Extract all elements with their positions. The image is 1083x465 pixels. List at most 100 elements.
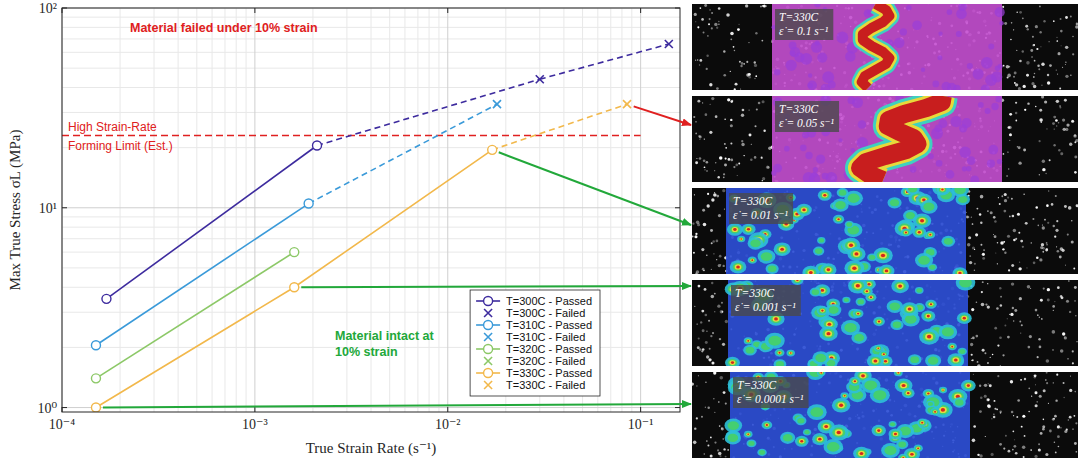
speckle [1036, 256, 1039, 259]
strain-spot [817, 237, 825, 244]
strain-spot [955, 269, 965, 274]
minor-grid-line [62, 17, 680, 18]
speckle [1074, 156, 1077, 159]
speckle [971, 354, 973, 356]
speckle [1025, 222, 1028, 225]
speckle [705, 341, 708, 344]
strain-spot [890, 320, 903, 331]
strain-spot [858, 120, 867, 129]
strain-spot [894, 37, 905, 48]
speckle [966, 215, 969, 218]
speckle [1075, 139, 1078, 142]
strain-spot [948, 343, 957, 351]
speckle [746, 73, 749, 76]
strain-spot [829, 306, 839, 314]
strain-spot [853, 309, 864, 317]
strain-spot [774, 359, 787, 366]
strain-spot [877, 320, 882, 324]
strain-spot [815, 354, 826, 362]
strain-spot [786, 60, 797, 71]
strain-spot [891, 280, 909, 293]
grid-line [62, 207, 680, 208]
strain-spot [875, 319, 883, 325]
speckle [1062, 67, 1063, 68]
strain-spot [916, 216, 928, 225]
speckle [1020, 332, 1021, 333]
speckle [706, 68, 708, 70]
strain-spot [944, 238, 953, 245]
strain-spot [987, 159, 995, 167]
strain-spot [915, 287, 924, 294]
speckle [1012, 215, 1015, 218]
speckle [712, 240, 715, 243]
strain-spot [959, 280, 972, 288]
panel-image [692, 280, 1078, 366]
speckle [1053, 144, 1055, 146]
speckle [699, 139, 700, 140]
strain-spot [807, 80, 817, 90]
speckle [1034, 73, 1035, 74]
speckle [743, 155, 744, 156]
forming-limit-label: High Strain-RateForming Limit (Est.) [68, 120, 173, 153]
strain-field [772, 4, 1002, 90]
strain-spot [903, 230, 910, 235]
speckle [1006, 65, 1010, 69]
strain-spot [822, 329, 834, 338]
strain-spot [812, 351, 829, 365]
speckle [702, 102, 703, 103]
speckle [1019, 320, 1021, 322]
speckle [1038, 338, 1040, 340]
strain-spot [921, 310, 935, 321]
strain-spot [954, 358, 958, 361]
speckle [1046, 248, 1048, 250]
speckle [698, 285, 701, 288]
speckle [996, 307, 999, 310]
strain-spot [765, 333, 785, 349]
strain-spot [883, 268, 889, 273]
speckle [976, 301, 978, 303]
speckle [1056, 125, 1057, 126]
speckle [992, 354, 994, 356]
speckle [1024, 109, 1026, 111]
speckle [748, 109, 749, 110]
legend-marker [484, 381, 492, 389]
strain-spot [918, 231, 921, 234]
speckle [1019, 11, 1022, 14]
strain-spot [999, 21, 1004, 26]
x-tick [62, 8, 63, 13]
speckle [1025, 25, 1028, 28]
strain-spot [893, 322, 902, 329]
strain-spot [819, 238, 824, 242]
panel-label-box [775, 101, 839, 132]
panel-strain-rate: ε̇ = 0.05 s⁻¹ [779, 117, 835, 129]
strain-spot [818, 190, 832, 201]
strain-spot [732, 227, 738, 232]
speckle [1037, 65, 1039, 67]
series-line [96, 204, 309, 346]
speckle [711, 242, 713, 244]
strain-spot [811, 305, 829, 320]
legend-label: T=310C - Failed [506, 331, 585, 343]
speckle [702, 329, 705, 332]
speckle [1063, 128, 1066, 131]
strain-field [772, 96, 1002, 182]
speckle [971, 338, 972, 339]
speckle [1039, 316, 1040, 317]
speckle [995, 252, 996, 253]
strain-spot [795, 280, 800, 282]
speckle [1019, 60, 1022, 63]
speckle [1011, 282, 1014, 285]
speckle [1039, 258, 1042, 261]
speckle [994, 327, 997, 330]
speckle [1065, 265, 1066, 266]
speckle [999, 203, 1001, 205]
strain-spot [822, 173, 829, 180]
grid [62, 8, 680, 412]
strain-spot [846, 222, 852, 227]
speckle [735, 83, 738, 86]
strain-spot [827, 268, 831, 271]
speckle [714, 170, 715, 171]
legend-marker [484, 309, 492, 317]
strain-spot [927, 232, 933, 237]
strain-spot [774, 317, 778, 320]
